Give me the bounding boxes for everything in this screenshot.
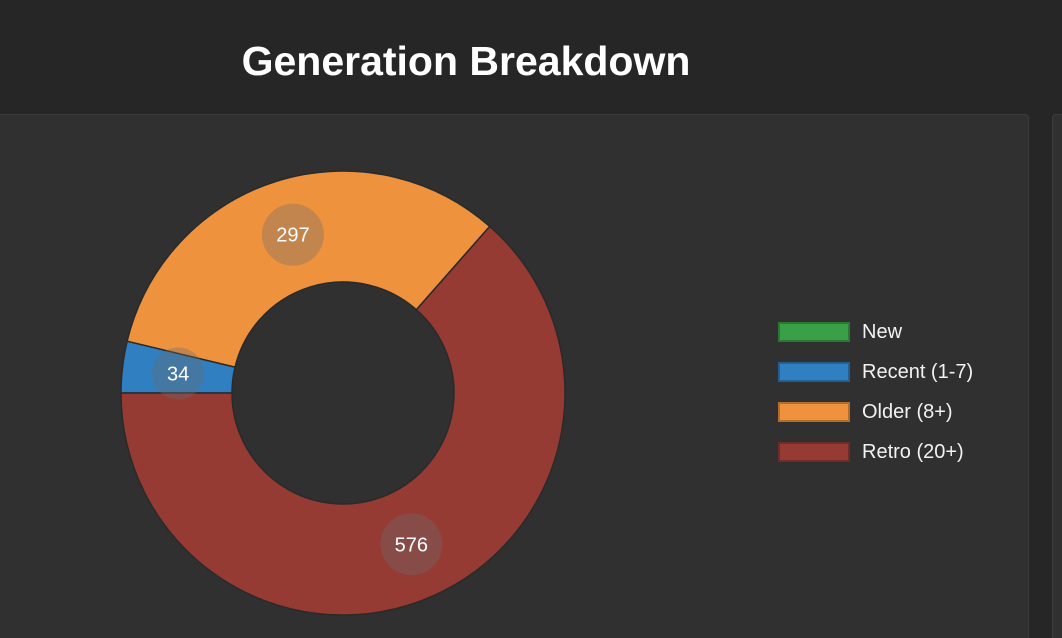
legend-item-new[interactable]: New [778, 320, 902, 344]
legend-swatch-recent-1-7 [778, 362, 850, 382]
data-label-older-8: 297 [276, 225, 309, 247]
slice-older-8[interactable] [126, 170, 491, 369]
legend-swatch-older-8 [778, 402, 850, 422]
legend-label-recent-1-7: Recent (1-7) [862, 360, 974, 383]
legend-label-new: New [862, 320, 903, 343]
slice-retro-20[interactable] [120, 225, 566, 616]
legend-swatch-retro-20 [778, 442, 850, 462]
legend-item-recent-1-7[interactable]: Recent (1-7) [778, 360, 973, 384]
legend-swatch-new [778, 322, 850, 342]
legend-label-older-8: Older (8+) [862, 400, 953, 423]
data-label-bg-older-8 [261, 203, 324, 266]
legend-item-retro-20[interactable]: Retro (20+) [778, 440, 964, 464]
legend-label-retro-20: Retro (20+) [862, 440, 964, 463]
chart-title: Generation Breakdown [241, 38, 691, 84]
data-label-bg-recent-1-7 [152, 347, 205, 400]
data-label-bg-retro-20 [380, 513, 443, 576]
adjacent-card [1052, 114, 1062, 638]
legend-item-older-8[interactable]: Older (8+) [778, 400, 953, 424]
data-label-retro-20: 576 [395, 534, 428, 556]
data-label-recent-1-7: 34 [167, 363, 189, 385]
